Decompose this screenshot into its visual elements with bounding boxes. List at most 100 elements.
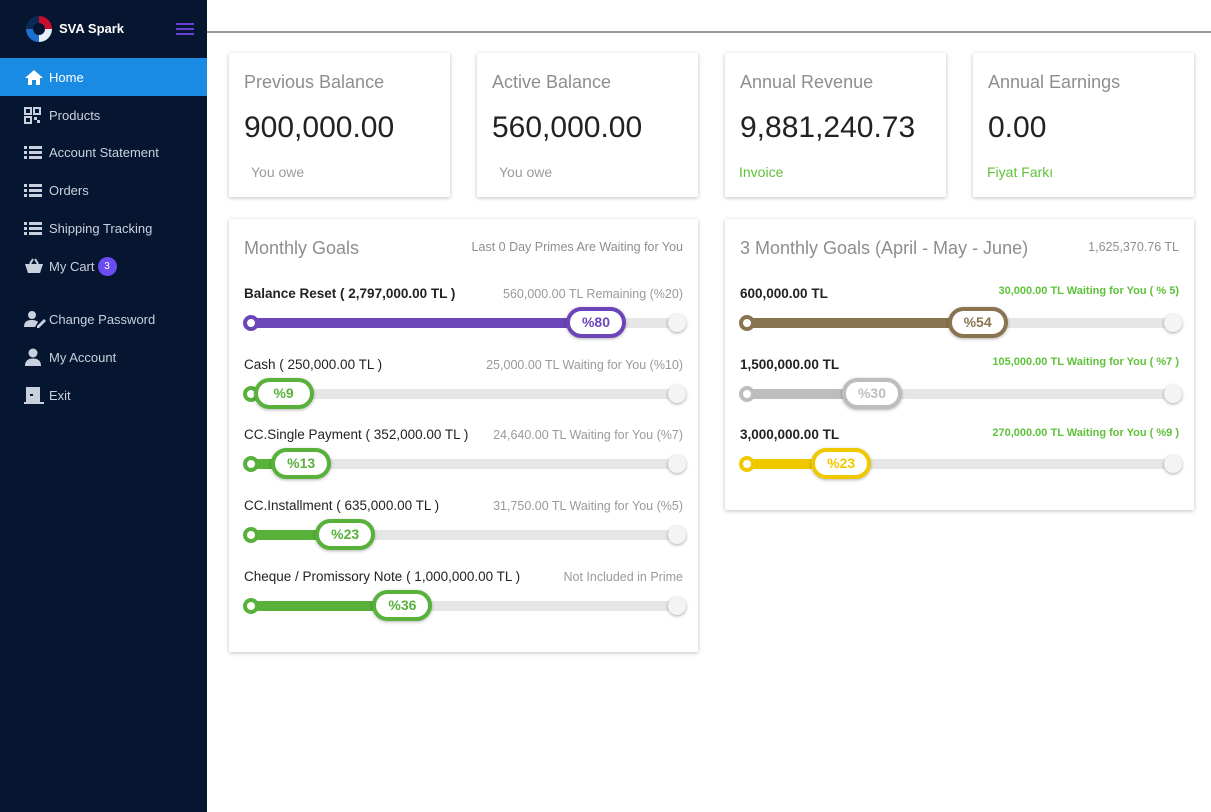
stat-value: 9,881,240.73 (740, 111, 916, 144)
goal-label: Balance Reset ( 2,797,000.00 TL ) (244, 286, 456, 301)
goal-end-dot (668, 455, 686, 473)
stat-subtitle[interactable]: Invoice (739, 164, 784, 180)
menu-toggle-icon[interactable] (176, 23, 194, 37)
goal-percent-badge: %30 (842, 378, 902, 409)
stat-card-annual-earnings: Annual Earnings 0.00 Fiyat Farkı (973, 53, 1194, 197)
goal-progress-track: %36 (243, 590, 686, 621)
stat-value: 560,000.00 (492, 111, 643, 144)
goal-label: 3,000,000.00 TL (740, 427, 840, 442)
stat-value: 0.00 (988, 111, 1047, 144)
goal-start-dot (243, 456, 259, 472)
sidebar-item-exit[interactable]: Exit (0, 376, 207, 414)
goal-end-dot (1164, 314, 1182, 332)
goal-label: 600,000.00 TL (740, 286, 828, 301)
goal-progress-fill (740, 389, 872, 399)
card-note: Last 0 Day Primes Are Waiting for You (471, 240, 683, 254)
goal-percent-badge: %9 (253, 378, 314, 409)
sidebar-item-my-account[interactable]: My Account (0, 338, 207, 376)
stat-subtitle[interactable]: Fiyat Farkı (987, 164, 1054, 180)
stat-card-active-balance: Active Balance 560,000.00 You owe (477, 53, 698, 197)
goal-label: Cheque / Promissory Note ( 1,000,000.00 … (244, 569, 521, 584)
goal-remaining: 270,000.00 TL Waiting for You ( %9 ) (992, 427, 1179, 439)
sidebar-item-my-cart[interactable]: My Cart 3 (0, 247, 207, 285)
sidebar-item-label: Change Password (49, 311, 156, 327)
goal-progress-track: %80 (243, 307, 686, 338)
home-icon (24, 68, 46, 86)
goal-progress-fill (244, 601, 403, 611)
goal-label: CC.Installment ( 635,000.00 TL ) (244, 498, 440, 513)
logo-icon (26, 16, 52, 42)
stat-subtitle: You owe (251, 164, 305, 180)
sidebar-item-shipping-tracking[interactable]: Shipping Tracking (0, 209, 207, 247)
goal-remaining: 31,750.00 TL Waiting for You (%5) (493, 499, 683, 513)
goal-progress-track: %54 (739, 307, 1182, 338)
stat-value: 900,000.00 (244, 111, 395, 144)
goal-progress-track: %23 (243, 519, 686, 550)
sidebar-item-label: Exit (49, 387, 71, 403)
goal-progress-track: %30 (739, 378, 1182, 409)
stat-title: Active Balance (492, 72, 612, 92)
sidebar-item-label: My Account (49, 349, 117, 365)
goal-progress-fill (244, 530, 346, 540)
goal-percent-badge: %54 (947, 307, 1008, 338)
quarter-goals-card: 3 Monthly Goals (April - May - June) 1,6… (725, 219, 1194, 510)
sidebar-item-label: My Cart (49, 258, 95, 274)
goal-start-dot (243, 527, 259, 543)
goal-end-dot (1164, 385, 1182, 403)
sidebar: SVA Spark Home Products Account Statemen… (0, 0, 207, 812)
stat-title: Annual Earnings (988, 72, 1121, 92)
goal-percent-badge: %23 (811, 448, 872, 479)
goal-percent-badge: %80 (566, 307, 626, 338)
qr-code-icon (24, 106, 46, 124)
brand: SVA Spark (0, 0, 207, 58)
goal-label: Cash ( 250,000.00 TL ) (244, 357, 383, 372)
sidebar-item-home[interactable]: Home (0, 58, 207, 96)
goal-start-dot (243, 315, 259, 331)
goal-progress-track: %23 (739, 448, 1182, 479)
cart-icon (24, 257, 46, 275)
stat-card-previous-balance: Previous Balance 900,000.00 You owe (229, 53, 450, 197)
sidebar-item-label: Home (49, 69, 84, 85)
sidebar-item-label: Products (49, 107, 101, 123)
goal-percent-badge: %36 (372, 590, 433, 621)
goal-progress-track: %13 (243, 448, 686, 479)
sidebar-item-orders[interactable]: Orders (0, 171, 207, 209)
sidebar-item-label: Orders (49, 182, 89, 198)
sidebar-item-change-password[interactable]: Change Password (0, 300, 207, 338)
stat-card-annual-revenue: Annual Revenue 9,881,240.73 Invoice (725, 53, 946, 197)
goal-end-dot (668, 597, 686, 615)
card-title: Monthly Goals (244, 238, 360, 258)
goal-remaining: 24,640.00 TL Waiting for You (%7) (493, 428, 683, 442)
user-icon (24, 348, 46, 366)
goal-start-dot (739, 315, 755, 331)
user-edit-icon (24, 310, 46, 328)
goal-end-dot (668, 385, 686, 403)
goal-remaining: 560,000.00 TL Remaining (%20) (503, 287, 683, 301)
stat-title: Annual Revenue (740, 72, 874, 92)
sidebar-item-label: Shipping Tracking (49, 220, 153, 236)
goal-progress-fill (740, 318, 978, 328)
goal-progress-fill (740, 459, 842, 469)
goal-start-dot (739, 456, 755, 472)
exit-door-icon (24, 386, 46, 404)
sidebar-item-account-statement[interactable]: Account Statement (0, 133, 207, 171)
list-icon (24, 181, 46, 199)
brand-name: SVA Spark (59, 21, 125, 36)
goal-start-dot (243, 598, 259, 614)
goal-start-dot (739, 386, 755, 402)
list-icon (24, 219, 46, 237)
sidebar-item-products[interactable]: Products (0, 96, 207, 134)
goal-remaining: 30,000.00 TL Waiting for You ( % 5) (998, 285, 1179, 297)
goal-progress-fill (244, 318, 596, 328)
monthly-goals-card: Monthly Goals Last 0 Day Primes Are Wait… (229, 219, 698, 652)
stat-title: Previous Balance (244, 72, 385, 92)
goal-percent-badge: %23 (315, 519, 376, 550)
goal-label: CC.Single Payment ( 352,000.00 TL ) (244, 427, 469, 442)
goal-label: 1,500,000.00 TL (740, 357, 840, 372)
card-note: 1,625,370.76 TL (1088, 240, 1179, 254)
goal-end-dot (1164, 455, 1182, 473)
sidebar-item-label: Account Statement (49, 144, 159, 160)
goal-progress-track: %9 (243, 378, 686, 409)
goal-remaining: 25,000.00 TL Waiting for You (%10) (486, 358, 683, 372)
stat-subtitle: You owe (499, 164, 553, 180)
